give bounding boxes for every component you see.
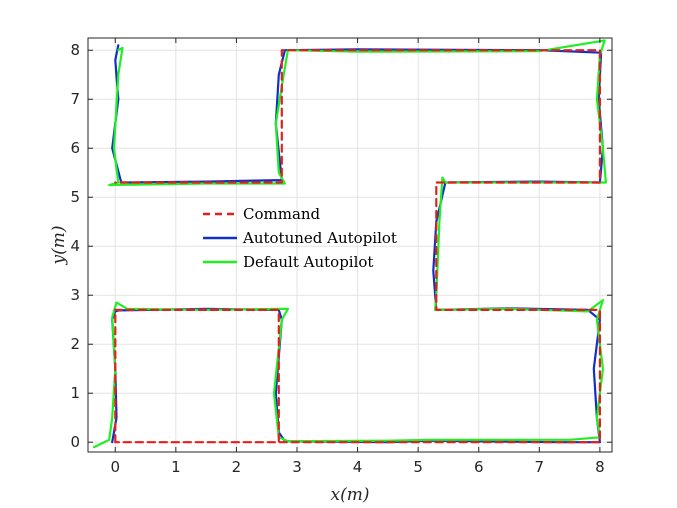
tick-group: 0 1 2 3 4 5 6 7 8 0 1 2 3 4 5 6 7 8 bbox=[70, 38, 612, 476]
y-axis-label: y(m) bbox=[49, 226, 69, 266]
y-tick-label: 1 bbox=[70, 384, 80, 402]
y-tick-label: 2 bbox=[70, 335, 80, 353]
legend-label-command: Command bbox=[243, 205, 321, 223]
y-tick-label: 7 bbox=[70, 90, 80, 108]
y-tick-label: 8 bbox=[70, 41, 80, 59]
y-tick-label: 3 bbox=[70, 286, 80, 304]
y-tick-label: 4 bbox=[70, 237, 80, 255]
y-tick-label: 5 bbox=[70, 188, 80, 206]
legend-label-default-autopilot: Default Autopilot bbox=[243, 253, 373, 271]
x-tick-label: 8 bbox=[595, 458, 605, 476]
x-tick-label: 2 bbox=[232, 458, 242, 476]
x-tick-label: 6 bbox=[474, 458, 484, 476]
legend-label-autotuned-autopilot: Autotuned Autopilot bbox=[242, 229, 397, 247]
x-axis-label: x(m) bbox=[331, 485, 370, 505]
y-tick-label: 6 bbox=[70, 139, 80, 157]
series-group bbox=[92, 39, 608, 449]
x-tick-label: 0 bbox=[110, 458, 120, 476]
x-tick-label: 3 bbox=[292, 458, 302, 476]
x-tick-label: 4 bbox=[353, 458, 363, 476]
series-line-command bbox=[114, 49, 602, 444]
x-tick-label: 1 bbox=[171, 458, 181, 476]
series-line-default-autopilot bbox=[92, 39, 608, 449]
plot-frame bbox=[87, 37, 613, 453]
x-tick-label: 7 bbox=[535, 458, 545, 476]
legend: Command Autotuned Autopilot Default Autopi… bbox=[203, 205, 397, 271]
y-tick-label: 0 bbox=[70, 433, 80, 451]
x-tick-label: 5 bbox=[413, 458, 423, 476]
